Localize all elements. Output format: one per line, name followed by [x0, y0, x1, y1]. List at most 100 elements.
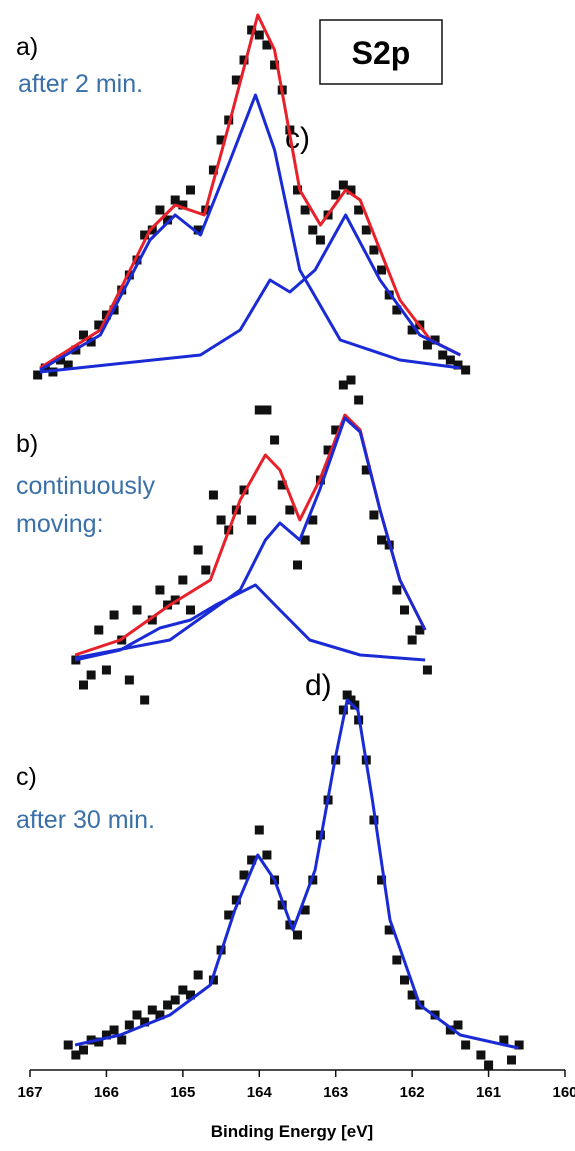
- data-point: [170, 995, 180, 1005]
- data-point: [461, 1040, 471, 1050]
- data-point: [453, 1020, 463, 1030]
- data-point: [216, 515, 226, 525]
- data-point: [400, 975, 409, 985]
- fit-curve: [74, 413, 427, 657]
- data-point: [79, 680, 88, 690]
- data-point: [422, 665, 432, 675]
- x-tick-label: 161: [476, 1084, 501, 1101]
- peak-label: d): [305, 669, 332, 702]
- data-point: [101, 1030, 111, 1040]
- x-tick-label: 163: [323, 1084, 348, 1101]
- fit-curve: [39, 13, 461, 370]
- data-point: [94, 320, 104, 330]
- data-point: [79, 330, 88, 340]
- data-point: [377, 265, 387, 275]
- data-point: [163, 1000, 173, 1010]
- data-point: [484, 1060, 494, 1070]
- fit-curve: [74, 416, 427, 660]
- data-point: [63, 1040, 73, 1050]
- data-point: [247, 855, 257, 865]
- data-point: [231, 895, 241, 905]
- x-axis-label: Binding Energy [eV]: [211, 1122, 373, 1141]
- data-point: [369, 245, 379, 255]
- data-point: [350, 700, 360, 710]
- data-point: [293, 185, 302, 195]
- data-point: [254, 825, 264, 835]
- fit-curve: [39, 93, 461, 372]
- x-tick-label: 166: [94, 1084, 119, 1101]
- fit-curve: [74, 583, 426, 662]
- data-point: [315, 235, 325, 245]
- x-tick-label: 160: [552, 1084, 575, 1101]
- panel-label: c): [16, 763, 37, 791]
- data-point: [415, 625, 425, 635]
- data-point: [94, 625, 104, 635]
- annotation: moving:: [16, 510, 104, 538]
- data-point: [445, 1025, 455, 1035]
- data-point: [308, 515, 318, 525]
- panel-label: a): [16, 33, 38, 61]
- data-point: [71, 1050, 81, 1060]
- data-point: [239, 870, 249, 880]
- data-point: [342, 690, 352, 700]
- data-point: [514, 1040, 524, 1050]
- data-point: [208, 165, 218, 175]
- annotation: continuously: [16, 472, 155, 500]
- data-point: [392, 955, 402, 965]
- data-point: [239, 485, 249, 495]
- data-point: [86, 670, 96, 680]
- data-point: [331, 190, 341, 200]
- data-point: [346, 375, 356, 385]
- data-point: [384, 925, 394, 935]
- data-point: [124, 1020, 134, 1030]
- x-tick-label: 164: [247, 1084, 273, 1101]
- fit-curve: [74, 698, 519, 1050]
- data-point: [155, 585, 165, 595]
- data-point: [147, 615, 157, 625]
- data-point: [193, 970, 203, 980]
- data-point: [63, 360, 73, 370]
- data-point: [186, 990, 195, 1000]
- data-point: [140, 230, 150, 240]
- data-point: [476, 1050, 486, 1060]
- data-point: [354, 395, 364, 405]
- x-tick-label: 167: [17, 1084, 42, 1101]
- data-point: [422, 340, 432, 350]
- data-point: [338, 180, 348, 190]
- data-point: [445, 355, 455, 365]
- data-point: [79, 1045, 88, 1055]
- data-point: [132, 255, 142, 265]
- data-point: [208, 490, 218, 500]
- data-point: [293, 930, 302, 940]
- data-point: [407, 990, 417, 1000]
- data-point: [140, 1017, 150, 1027]
- annotation: after 30 min.: [16, 806, 155, 834]
- data-point: [262, 850, 272, 860]
- data-point: [453, 360, 463, 370]
- data-point: [499, 1035, 509, 1045]
- data-point: [170, 195, 180, 205]
- data-point: [361, 465, 371, 475]
- data-point: [193, 225, 203, 235]
- data-point: [277, 480, 287, 490]
- data-point: [163, 215, 173, 225]
- data-point: [186, 185, 195, 195]
- data-point: [323, 445, 333, 455]
- data-point: [430, 335, 440, 345]
- data-point: [369, 510, 379, 520]
- data-point: [201, 565, 211, 575]
- data-point: [346, 185, 356, 195]
- annotation: after 2 min.: [18, 70, 143, 98]
- data-point: [407, 635, 417, 645]
- data-point: [155, 1010, 165, 1020]
- data-point: [155, 205, 165, 215]
- data-point: [507, 1055, 516, 1065]
- data-point: [186, 605, 195, 615]
- panel-label: b): [16, 430, 38, 458]
- panel-title: S2p: [352, 35, 411, 71]
- data-point: [254, 30, 264, 40]
- data-point: [231, 75, 241, 85]
- x-tick-label: 165: [170, 1084, 195, 1101]
- data-point: [56, 355, 66, 365]
- data-point: [33, 370, 43, 380]
